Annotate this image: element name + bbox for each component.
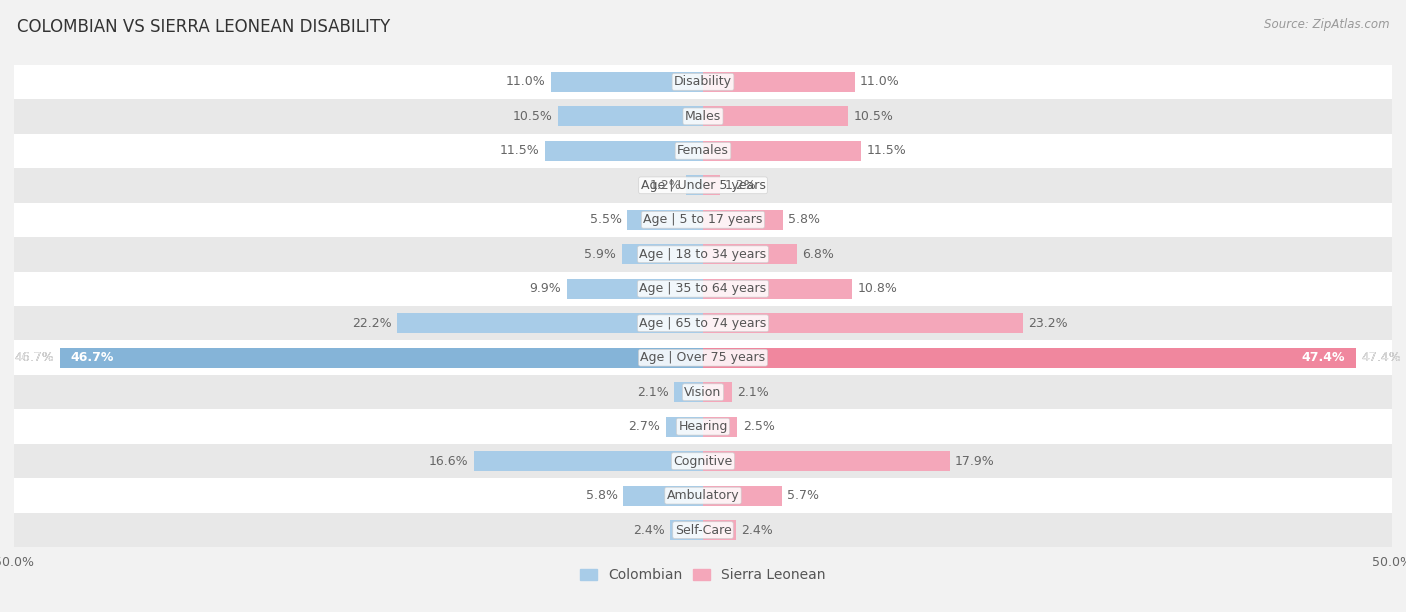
Bar <box>703 348 1357 368</box>
Text: 47.4%: 47.4% <box>1361 351 1402 364</box>
Text: 47.4%: 47.4% <box>1361 351 1402 364</box>
Bar <box>703 106 848 126</box>
Bar <box>558 106 703 126</box>
Text: 47.4%: 47.4% <box>1302 351 1346 364</box>
Text: COLOMBIAN VS SIERRA LEONEAN DISABILITY: COLOMBIAN VS SIERRA LEONEAN DISABILITY <box>17 18 389 36</box>
Bar <box>14 513 1392 547</box>
Bar <box>703 244 797 264</box>
Bar <box>14 375 1392 409</box>
Text: 2.1%: 2.1% <box>637 386 669 398</box>
Text: Age | Under 5 years: Age | Under 5 years <box>641 179 765 192</box>
Text: Age | Over 75 years: Age | Over 75 years <box>641 351 765 364</box>
Bar <box>669 520 703 540</box>
Text: 10.5%: 10.5% <box>513 110 553 123</box>
Bar <box>474 451 703 471</box>
Text: Ambulatory: Ambulatory <box>666 489 740 502</box>
Text: Vision: Vision <box>685 386 721 398</box>
Bar <box>621 244 703 264</box>
Bar <box>14 237 1392 272</box>
Bar <box>703 451 949 471</box>
Text: 11.5%: 11.5% <box>868 144 907 157</box>
Bar <box>703 313 1022 334</box>
Text: 9.9%: 9.9% <box>529 282 561 295</box>
Text: 5.9%: 5.9% <box>585 248 616 261</box>
Bar <box>14 272 1392 306</box>
Bar <box>544 141 703 161</box>
Bar <box>567 278 703 299</box>
Bar <box>14 65 1392 99</box>
Bar <box>14 444 1392 479</box>
Bar <box>551 72 703 92</box>
Text: 2.1%: 2.1% <box>738 386 769 398</box>
Bar <box>703 278 852 299</box>
Bar <box>14 306 1392 340</box>
Text: 46.7%: 46.7% <box>14 351 53 364</box>
Text: 6.8%: 6.8% <box>803 248 834 261</box>
Bar <box>703 520 737 540</box>
Bar <box>14 133 1392 168</box>
Text: Males: Males <box>685 110 721 123</box>
Text: 23.2%: 23.2% <box>1028 317 1067 330</box>
Text: Age | 65 to 74 years: Age | 65 to 74 years <box>640 317 766 330</box>
Bar <box>14 168 1392 203</box>
Bar <box>666 417 703 437</box>
Text: Disability: Disability <box>673 75 733 88</box>
Bar <box>627 210 703 230</box>
Bar <box>703 210 783 230</box>
Text: Age | 5 to 17 years: Age | 5 to 17 years <box>644 214 762 226</box>
Text: Self-Care: Self-Care <box>675 524 731 537</box>
Bar <box>396 313 703 334</box>
Text: 5.8%: 5.8% <box>585 489 617 502</box>
Text: 5.7%: 5.7% <box>787 489 820 502</box>
Text: 10.8%: 10.8% <box>858 282 897 295</box>
Text: Females: Females <box>678 144 728 157</box>
Bar <box>14 340 1392 375</box>
Text: 11.0%: 11.0% <box>506 75 546 88</box>
Text: Age | 18 to 34 years: Age | 18 to 34 years <box>640 248 766 261</box>
Bar <box>623 486 703 506</box>
Text: Cognitive: Cognitive <box>673 455 733 468</box>
Bar <box>59 348 703 368</box>
Text: Source: ZipAtlas.com: Source: ZipAtlas.com <box>1264 18 1389 31</box>
Text: Age | 35 to 64 years: Age | 35 to 64 years <box>640 282 766 295</box>
Bar <box>703 417 738 437</box>
Text: 2.7%: 2.7% <box>628 420 661 433</box>
Text: 1.2%: 1.2% <box>725 179 756 192</box>
Bar <box>14 479 1392 513</box>
Bar <box>703 141 862 161</box>
Text: 11.0%: 11.0% <box>860 75 900 88</box>
Text: 11.5%: 11.5% <box>499 144 538 157</box>
Text: Hearing: Hearing <box>678 420 728 433</box>
Bar <box>703 175 720 195</box>
Text: 2.5%: 2.5% <box>742 420 775 433</box>
Text: 10.5%: 10.5% <box>853 110 893 123</box>
Text: 5.8%: 5.8% <box>789 214 821 226</box>
Bar <box>703 382 733 402</box>
Text: 46.7%: 46.7% <box>14 351 53 364</box>
Bar <box>703 72 855 92</box>
Bar <box>14 409 1392 444</box>
Text: 22.2%: 22.2% <box>352 317 392 330</box>
Bar <box>686 175 703 195</box>
Bar <box>14 203 1392 237</box>
Text: 2.4%: 2.4% <box>741 524 773 537</box>
Bar <box>14 99 1392 133</box>
Text: 46.7%: 46.7% <box>70 351 114 364</box>
Text: 2.4%: 2.4% <box>633 524 665 537</box>
Bar <box>673 382 703 402</box>
Text: 1.2%: 1.2% <box>650 179 681 192</box>
Text: 16.6%: 16.6% <box>429 455 468 468</box>
Text: 5.5%: 5.5% <box>589 214 621 226</box>
Text: 17.9%: 17.9% <box>955 455 995 468</box>
Bar <box>703 486 782 506</box>
Legend: Colombian, Sierra Leonean: Colombian, Sierra Leonean <box>575 563 831 588</box>
